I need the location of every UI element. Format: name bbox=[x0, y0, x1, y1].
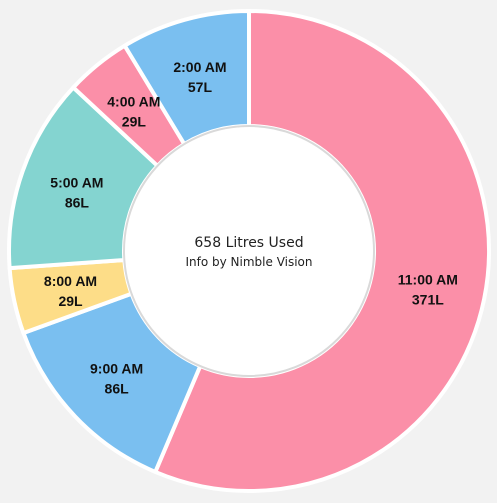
slice-label-5-00-am: 5:00 AM 86L bbox=[50, 174, 103, 210]
donut-segments bbox=[7, 9, 491, 493]
donut-labels: 11:00 AM 371L 9:00 AM 86L 8:00 AM 29L 5:00 AM 8… bbox=[44, 59, 458, 396]
slice-value-label: 371L bbox=[412, 291, 444, 307]
slice-label-11-00-am: 11:00 AM 371L bbox=[398, 271, 458, 307]
slice-label-9-00-am: 9:00 AM 86L bbox=[90, 361, 143, 397]
slice-label-4-00-am: 4:00 AM 29L bbox=[107, 93, 160, 129]
slice-value-label: 86L bbox=[105, 381, 130, 397]
slice-value-label: 57L bbox=[188, 79, 213, 95]
slice-time-label: 9:00 AM bbox=[90, 361, 143, 377]
slice-value-label: 29L bbox=[122, 113, 147, 129]
slice-time-label: 5:00 AM bbox=[50, 174, 103, 190]
donut-center-hole bbox=[123, 125, 375, 377]
slice-value-label: 86L bbox=[65, 194, 90, 210]
slice-time-label: 11:00 AM bbox=[398, 271, 458, 287]
slice-label-2-00-am: 2:00 AM 57L bbox=[173, 59, 226, 95]
center-total-label: 658 Litres Used bbox=[194, 235, 303, 251]
slice-time-label: 4:00 AM bbox=[107, 93, 160, 109]
center-subtitle-label: Info by Nimble Vision bbox=[185, 255, 312, 269]
slice-label-8-00-am: 8:00 AM 29L bbox=[44, 273, 97, 309]
slice-value-label: 29L bbox=[58, 293, 83, 309]
slice-time-label: 2:00 AM bbox=[173, 59, 226, 75]
slice-time-label: 8:00 AM bbox=[44, 273, 97, 289]
